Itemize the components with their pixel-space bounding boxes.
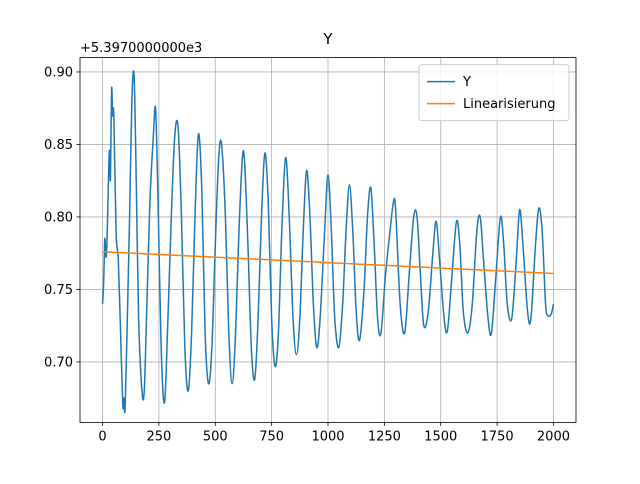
axes-frame: [79, 57, 577, 423]
x-tick-label: 1000: [311, 429, 344, 444]
x-tick-label: 0: [98, 429, 106, 444]
x-tick-label: 1750: [481, 429, 514, 444]
series-line: [102, 250, 554, 275]
y-offset-label: +5.3970000000e3: [80, 41, 202, 56]
x-tick-label: 750: [259, 429, 284, 444]
x-tick-label: 1250: [368, 429, 401, 444]
y-tick-label: 0.80: [44, 210, 73, 225]
y-tick-label: 0.90: [44, 65, 73, 80]
y-tick-label: 0.75: [44, 283, 73, 298]
x-tick-label: 250: [146, 429, 171, 444]
series-line: [101, 69, 555, 414]
y-tick-label: 0.85: [44, 138, 73, 153]
legend-box: [418, 64, 570, 122]
legend-label: Y: [462, 75, 471, 90]
chart-title: Y: [322, 30, 333, 48]
x-tick-label: 2000: [537, 429, 570, 444]
x-tick-label: 500: [203, 429, 228, 444]
x-tick-label: 1500: [424, 429, 457, 444]
legend-label: Linearisierung: [463, 97, 555, 112]
y-tick-label: 0.70: [44, 355, 73, 370]
